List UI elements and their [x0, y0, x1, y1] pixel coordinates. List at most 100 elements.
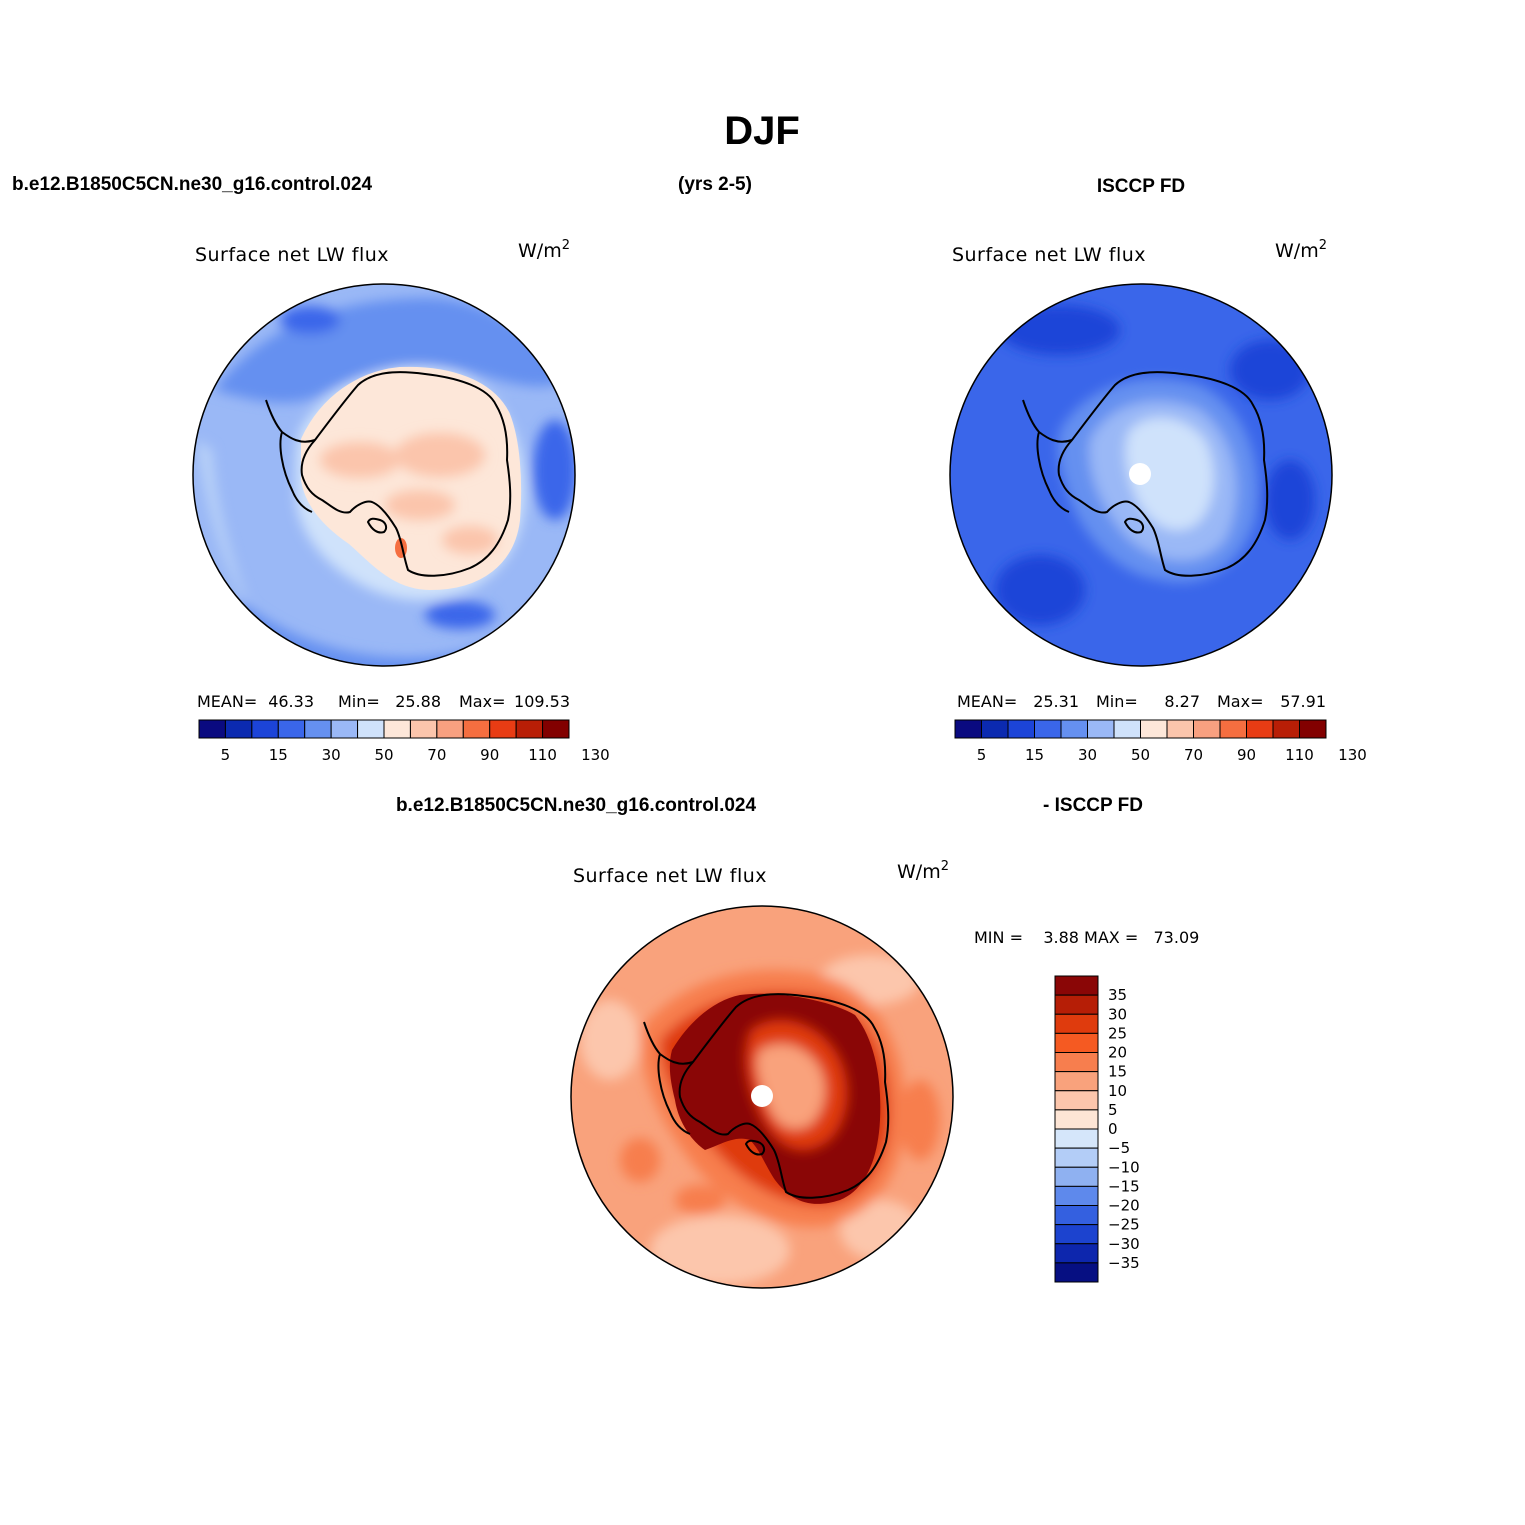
model-peninsula-coastline	[265, 399, 316, 513]
obs-colorbar-tick-label: 70	[1184, 746, 1203, 764]
obs-colorbar-box	[1007, 719, 1035, 739]
obs-colorbar-tick-label: 15	[1025, 746, 1044, 764]
model-panel: Surface net LW flux W/m2	[192, 238, 610, 764]
diff-colorbar-box	[1054, 1032, 1099, 1053]
obs-name-label: ISCCP FD	[1097, 176, 1185, 197]
model-colorbar-box	[436, 719, 464, 739]
model-colorbar-box	[224, 719, 253, 739]
diff-colorbar-tick-label: 15	[1108, 1063, 1127, 1081]
model-colorbar-tick-label: 130	[581, 746, 610, 764]
diff-colorbar-tick-label: −15	[1108, 1177, 1140, 1195]
model-colorbar-tick-label: 15	[269, 746, 288, 764]
diff-colorbar-tick-label: 35	[1108, 986, 1127, 1004]
model-colorbar-tick-label: 50	[374, 746, 393, 764]
model-mean-label: MEAN=	[197, 692, 257, 711]
diff-peninsula-coastline	[643, 1021, 694, 1135]
diff-colorbar-box	[1054, 1224, 1099, 1245]
diff-map-border	[570, 905, 954, 1289]
diff-colorbar-box	[1054, 1013, 1099, 1034]
model-colorbar-box	[462, 719, 491, 739]
obs-colorbar-box	[954, 719, 982, 739]
model-mean-value: 46.33	[268, 692, 314, 711]
obs-units: W/m2	[1275, 238, 1327, 262]
obs-colorbar-box	[1113, 719, 1141, 739]
diff-colorbar-tick-label: 5	[1108, 1101, 1118, 1119]
obs-max-label: Max=	[1217, 692, 1263, 711]
obs-mean-label: MEAN=	[957, 692, 1017, 711]
obs-mean-value: 25.31	[1033, 692, 1079, 711]
model-colorbar-box	[304, 719, 332, 739]
model-max-value: 109.53	[514, 692, 570, 711]
model-colorbar-box	[277, 719, 306, 739]
obs-colorbar-box	[1140, 719, 1168, 739]
obs-colorbar-box	[1060, 719, 1088, 739]
model-colorbar-tick-label: 90	[480, 746, 499, 764]
obs-colorbar-box	[1166, 719, 1194, 739]
model-map	[193, 284, 575, 666]
diff-colorbar-box	[1054, 1090, 1099, 1111]
diff-case-label: b.e12.B1850C5CN.ne30_g16.control.024	[396, 795, 757, 816]
model-colorbar-box	[330, 719, 359, 739]
obs-min-value: 8.27	[1164, 692, 1200, 711]
diff-antarctica-coastline	[678, 993, 890, 1199]
model-max-label: Max=	[459, 692, 505, 711]
diff-colorbar-box	[1054, 1262, 1099, 1283]
diff-colorbar-tick-label: −10	[1108, 1158, 1140, 1176]
diff-obs-label: - ISCCP FD	[1043, 795, 1143, 816]
diff-colorbar-box	[1054, 975, 1099, 996]
diff-colorbar-box	[1054, 1147, 1099, 1168]
obs-colorbar-box	[1272, 719, 1300, 739]
diff-colorbar-box	[1054, 1185, 1099, 1206]
model-antarctica-coastline	[300, 371, 512, 577]
diff-colorbar-box	[1054, 994, 1099, 1015]
obs-colorbar: 5 15 30 50 70 90 110 130	[954, 719, 1367, 764]
diff-map	[571, 906, 953, 1288]
model-colorbar-box	[357, 719, 385, 739]
obs-panel: Surface net LW flux W/m2 MEAN= 25.31 Min…	[949, 238, 1367, 764]
diff-colorbar-tick-label: −20	[1108, 1197, 1140, 1215]
obs-colorbar-box	[1087, 719, 1115, 739]
model-map-border	[192, 283, 576, 667]
season-title: DJF	[724, 109, 800, 153]
diff-colorbar-box	[1054, 1205, 1099, 1226]
diff-colorbar-tick-label: −25	[1108, 1216, 1140, 1234]
obs-colorbar-box	[981, 719, 1009, 739]
obs-colorbar-tick-label: 110	[1285, 746, 1314, 764]
obs-colorbar-box	[1219, 719, 1247, 739]
model-min-value: 25.88	[395, 692, 441, 711]
diff-colorbar-tick-label: 25	[1108, 1024, 1127, 1042]
model-colorbar-tick-label: 30	[322, 746, 341, 764]
obs-max-value: 57.91	[1280, 692, 1326, 711]
diff-colorbar-tick-label: −30	[1108, 1235, 1140, 1253]
diff-minmax: MIN = 3.88 MAX = 73.09	[974, 928, 1199, 947]
model-colorbar-box	[409, 719, 438, 739]
diff-colorbar-tick-label: 0	[1108, 1120, 1118, 1138]
model-colorbar-box	[489, 719, 517, 739]
obs-colorbar-tick-label: 50	[1131, 746, 1150, 764]
diff-colorbar-tick-label: 20	[1108, 1044, 1127, 1062]
obs-colorbar-tick-label: 5	[977, 746, 987, 764]
diff-colorbar-tick-label: −35	[1108, 1254, 1140, 1272]
diff-colorbar-box	[1054, 1071, 1099, 1092]
diff-colorbar-box	[1054, 1166, 1099, 1187]
obs-map-border	[949, 283, 1333, 667]
diff-colorbar-tick-label: −5	[1108, 1139, 1130, 1157]
obs-colorbar-box	[1034, 719, 1062, 739]
diff-colorbar-box	[1054, 1128, 1099, 1149]
diff-colorbar-tick-label: 30	[1108, 1005, 1127, 1023]
case-name-label: b.e12.B1850C5CN.ne30_g16.control.024	[12, 174, 373, 195]
obs-min-label: Min=	[1096, 692, 1138, 711]
obs-colorbar-tick-label: 30	[1078, 746, 1097, 764]
model-colorbar-box	[383, 719, 411, 739]
model-colorbar-box	[198, 719, 226, 739]
obs-colorbar-tick-label: 130	[1338, 746, 1367, 764]
model-colorbar-tick-label: 70	[427, 746, 446, 764]
model-min-label: Min=	[338, 692, 380, 711]
diff-colorbar-box	[1054, 1109, 1099, 1130]
obs-colorbar-box	[1246, 719, 1274, 739]
obs-variable-title: Surface net LW flux	[952, 244, 1146, 266]
diff-colorbar-box	[1054, 1243, 1099, 1264]
obs-peninsula-coastline	[1022, 399, 1073, 513]
